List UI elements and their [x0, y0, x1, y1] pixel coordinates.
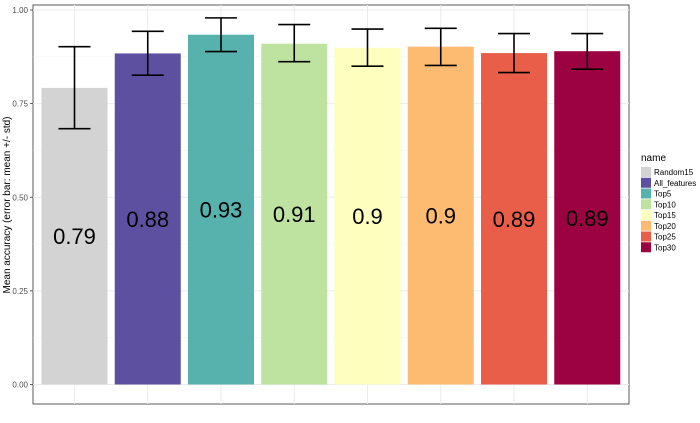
bars [41, 34, 621, 385]
bar-top30 [554, 51, 621, 385]
legend-label: Top5 [654, 190, 672, 199]
bar-top15 [334, 47, 401, 385]
legend-swatch [641, 231, 651, 242]
value-labels: 0.79 0.88 0.93 0.91 0.9 0.9 0.89 0.89 [53, 198, 609, 250]
bar-top10 [261, 43, 328, 385]
value-label: 0.93 [200, 198, 243, 223]
bar-all-features [114, 53, 181, 385]
legend-swatch [641, 220, 651, 231]
bar-top5 [188, 34, 254, 385]
value-label: 0.9 [425, 204, 456, 229]
bar-top20 [407, 46, 474, 385]
y-axis-title: Mean accuracy (error bar: mean +/- std) [2, 116, 13, 293]
legend-label: Random15 [654, 168, 694, 177]
legend-label: All_features [654, 179, 696, 188]
y-tick-label: 0.25 [12, 287, 28, 296]
legend-label: Top15 [654, 211, 676, 220]
legend-swatch [641, 177, 651, 188]
value-label: 0.89 [566, 206, 609, 231]
error-bars [58, 17, 604, 130]
value-label: 0.79 [53, 224, 96, 249]
legend-swatch [641, 188, 651, 199]
legend-label: Top25 [654, 233, 676, 242]
y-tick-label: 0.75 [12, 100, 28, 109]
legend-swatch [641, 210, 651, 220]
legend-label: Top20 [654, 222, 676, 231]
legend-swatch [641, 242, 651, 253]
value-label: 0.89 [493, 207, 536, 232]
value-label: 0.91 [273, 202, 316, 227]
legend-swatch [641, 199, 651, 210]
value-label: 0.88 [126, 207, 169, 232]
y-tick-label: 0.50 [12, 193, 28, 202]
bar-random15 [41, 87, 108, 385]
legend-label: Top10 [654, 200, 676, 209]
y-axis: 0.00 0.25 0.50 0.75 1.00 [12, 6, 33, 390]
bar-top25 [481, 53, 547, 385]
legend-title: name [641, 153, 666, 164]
y-tick-label: 0.00 [12, 381, 28, 390]
y-tick-label: 1.00 [12, 6, 28, 15]
legend-label: Top30 [654, 243, 676, 252]
legend-swatch [641, 167, 651, 177]
value-label: 0.9 [352, 204, 383, 229]
